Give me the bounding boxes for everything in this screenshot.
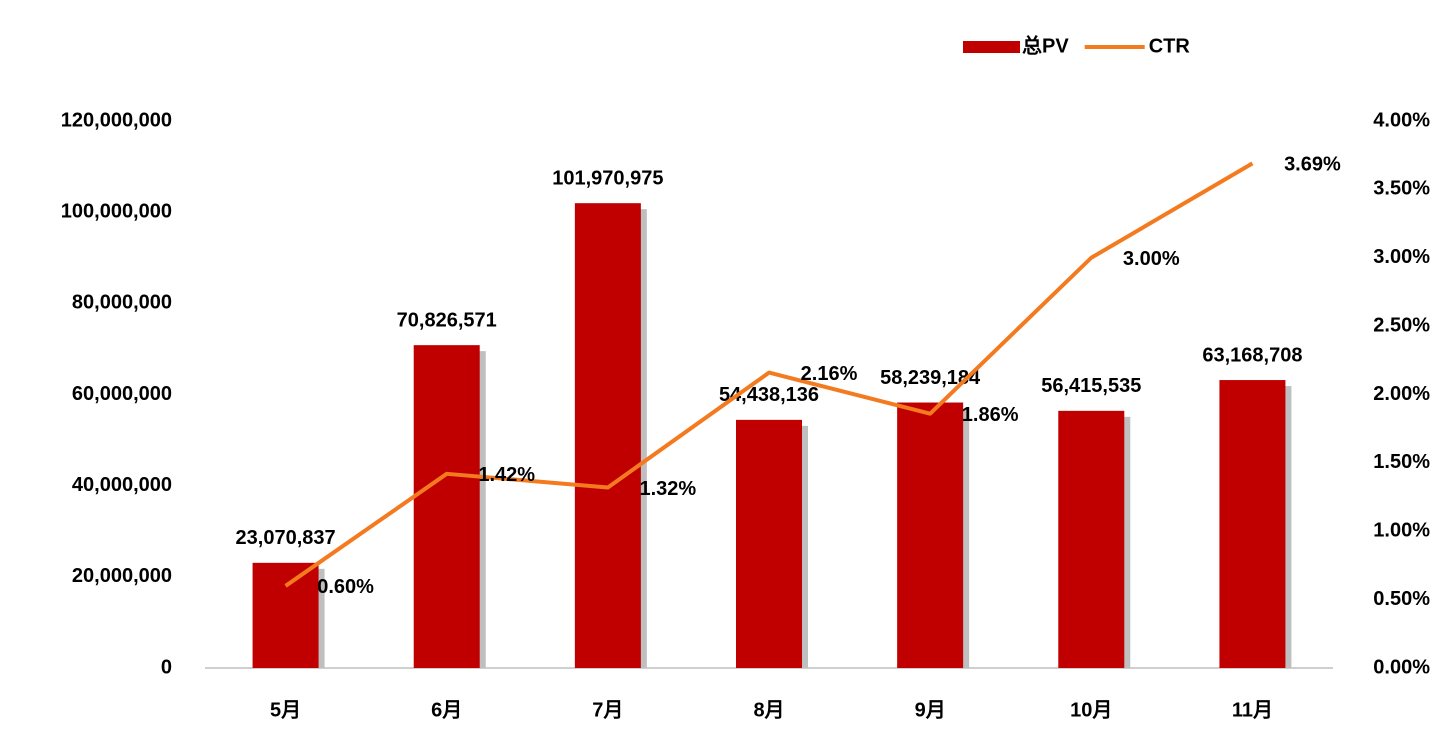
y2-tick-label: 2.00% bbox=[1373, 383, 1430, 405]
bar-value-label: 23,070,837 bbox=[236, 527, 336, 549]
x-tick-label: 11月 bbox=[1232, 699, 1273, 721]
line-value-label: 3.69% bbox=[1284, 154, 1341, 176]
y-tick-label: 60,000,000 bbox=[72, 383, 172, 405]
x-tick-label: 5月 bbox=[270, 699, 301, 721]
bar bbox=[736, 419, 802, 668]
line-value-label: 0.60% bbox=[317, 576, 374, 598]
y2-tick-label: 2.50% bbox=[1373, 314, 1430, 336]
x-tick-label: 10月 bbox=[1070, 699, 1112, 721]
y-tick-label: 80,000,000 bbox=[72, 292, 172, 314]
y-tick-label: 40,000,000 bbox=[72, 474, 172, 496]
bar-value-label: 58,239,184 bbox=[880, 367, 981, 389]
y-tick-label: 120,000,000 bbox=[61, 109, 172, 131]
line-value-label: 1.86% bbox=[962, 404, 1019, 426]
y2-tick-label: 1.50% bbox=[1373, 451, 1430, 473]
y2-tick-label: 3.00% bbox=[1373, 246, 1430, 268]
line-value-label: 1.42% bbox=[478, 464, 535, 486]
bar bbox=[252, 562, 319, 668]
y2-tick-label: 0.00% bbox=[1373, 656, 1430, 678]
x-tick-label: 6月 bbox=[431, 699, 462, 721]
line-value-label: 3.00% bbox=[1123, 248, 1180, 270]
y-tick-label: 0 bbox=[161, 656, 172, 678]
bar-value-label: 63,168,708 bbox=[1202, 344, 1302, 366]
bar bbox=[897, 402, 964, 668]
x-tick-label: 7月 bbox=[592, 699, 623, 721]
bar bbox=[1058, 410, 1125, 668]
bar-value-label: 54,438,136 bbox=[719, 384, 819, 406]
line-value-label: 1.32% bbox=[639, 478, 696, 500]
y2-tick-label: 1.00% bbox=[1373, 520, 1430, 542]
bar bbox=[574, 203, 641, 668]
y2-tick-label: 0.50% bbox=[1373, 588, 1430, 610]
y2-tick-label: 4.00% bbox=[1373, 109, 1430, 131]
line-value-label: 2.16% bbox=[801, 363, 858, 385]
y-tick-label: 20,000,000 bbox=[72, 565, 172, 587]
line bbox=[284, 161, 1254, 588]
bar-value-label: 56,415,535 bbox=[1041, 375, 1141, 397]
bar bbox=[413, 345, 480, 668]
legend-label: CTR bbox=[1149, 35, 1191, 57]
y-tick-label: 100,000,000 bbox=[61, 200, 172, 222]
x-tick-label: 8月 bbox=[753, 699, 784, 721]
legend-swatch bbox=[963, 41, 1020, 53]
x-tick-label: 9月 bbox=[915, 699, 946, 721]
bar-value-label: 70,826,571 bbox=[397, 309, 497, 331]
bar-value-label: 101,970,975 bbox=[552, 167, 663, 189]
bar bbox=[1219, 380, 1286, 668]
y2-tick-label: 3.50% bbox=[1373, 178, 1430, 200]
legend-label: 总PV bbox=[1022, 33, 1069, 57]
